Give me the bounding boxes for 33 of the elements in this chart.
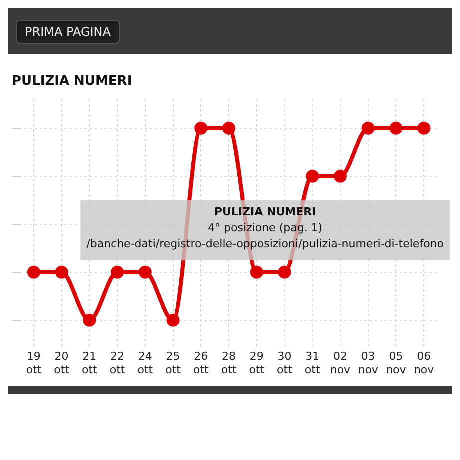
x-tick-label: 30 ott	[277, 350, 294, 376]
x-tick-label: 31 ott	[304, 350, 321, 376]
x-tick-label: 26 ott	[193, 350, 210, 376]
point	[166, 314, 180, 327]
x-tick-label: 20 ott	[54, 350, 70, 376]
x-tick-label: 25 ott	[166, 350, 182, 376]
point	[334, 170, 347, 183]
point	[362, 122, 375, 135]
point	[194, 122, 208, 135]
point	[390, 122, 403, 135]
point	[138, 266, 152, 279]
point	[306, 170, 320, 183]
x-tick-label: 03 nov	[358, 350, 379, 376]
point	[27, 266, 40, 279]
point	[222, 122, 236, 135]
point	[278, 266, 292, 279]
x-tick-label: 28 ott	[221, 350, 238, 376]
x-tick-label: 21 ott	[82, 350, 98, 376]
x-tick-label: 24 ott	[138, 350, 154, 376]
x-tick-label: 02 nov	[330, 350, 352, 376]
x-tick-label: 19 ott	[26, 350, 42, 376]
point	[418, 122, 431, 135]
chart-title: PULIZIA NUMERI	[12, 74, 132, 90]
x-tick-label: 29 ott	[249, 350, 266, 376]
point	[55, 266, 68, 279]
point	[111, 266, 124, 279]
x-tick-label: 05 nov	[386, 350, 407, 376]
annotation: PULIZIA NUMERI 4° posizione (pag. 1) /banche-dati/registro-delle-opposizioni/pulizia-numeri-di-telefono	[86, 205, 444, 250]
x-tick-label: 22 ott	[110, 350, 126, 376]
text: PRIMA PAGINA	[16, 20, 120, 44]
point	[250, 266, 264, 279]
x-tick-label: 06 nov	[414, 350, 435, 376]
point	[83, 314, 96, 327]
